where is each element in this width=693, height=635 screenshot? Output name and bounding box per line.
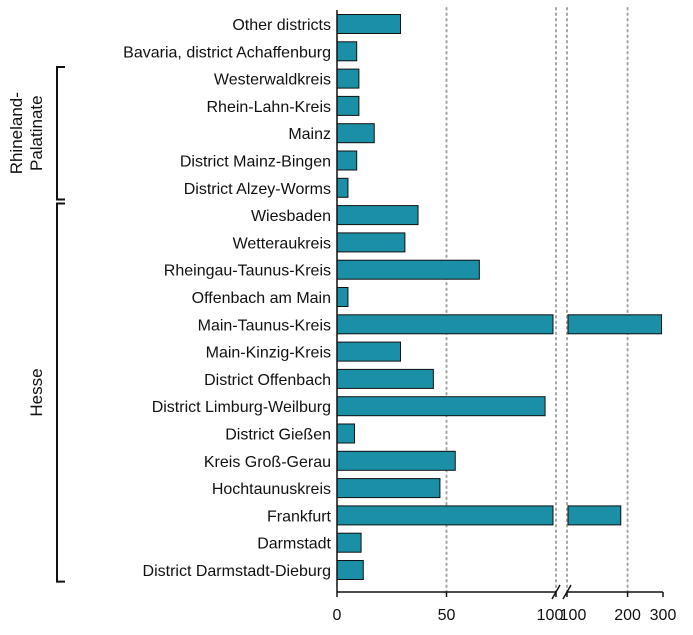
- bar-20: [336, 560, 364, 580]
- group-label-1-line-0: Hesse: [27, 368, 46, 416]
- gridlines: [445, 7, 629, 593]
- category-label-14: District Limburg-Weilburg: [152, 399, 331, 416]
- bars: [336, 14, 663, 580]
- bar-15: [336, 423, 356, 444]
- bar-7: [336, 205, 419, 226]
- category-label-17: Hochtaunuskreis: [212, 481, 331, 498]
- bar-12: [336, 341, 402, 362]
- group-bracket-0: [56, 65, 65, 201]
- bar-17: [336, 478, 441, 499]
- group-brackets: Rhineland- Palatinate Hesse: [7, 65, 65, 583]
- category-labels: Other districts Bavaria, district Achaffe…: [123, 17, 331, 580]
- bar-4: [336, 123, 375, 144]
- category-label-4: Mainz: [288, 126, 331, 143]
- category-label-19: Darmstadt: [257, 536, 331, 553]
- bar-10: [336, 287, 349, 307]
- bar-11-part-2: [567, 314, 663, 335]
- bar-18-part-1: [336, 505, 554, 526]
- x-tick-label-4: 200: [614, 607, 641, 624]
- bar-3: [336, 95, 360, 116]
- category-label-12: Main-Kinzig-Kreis: [206, 345, 331, 362]
- bar-13: [336, 368, 434, 389]
- category-label-16: Kreis Groß-Gerau: [204, 454, 331, 471]
- bar-19: [336, 532, 362, 553]
- category-label-1: Bavaria, district Achaffenburg: [123, 44, 331, 61]
- category-label-3: Rhein-Lahn-Kreis: [206, 99, 331, 116]
- bar-0: [336, 14, 402, 34]
- category-label-15: District Gießen: [225, 427, 331, 444]
- bar-11-part-1: [336, 314, 554, 335]
- bar-8: [336, 232, 406, 253]
- category-label-13: District Offenbach: [204, 372, 331, 389]
- category-label-11: Main-Taunus-Kreis: [198, 317, 331, 334]
- category-label-8: Wetteraukreis: [233, 235, 331, 252]
- bar-18-part-2: [567, 505, 622, 526]
- bar-5: [336, 150, 358, 171]
- category-label-9: Rheingau-Taunus-Kreis: [164, 263, 331, 280]
- group-label-0-line-1: Palatinate: [27, 95, 46, 171]
- category-label-6: District Alzey-Worms: [184, 181, 331, 198]
- bar-1: [336, 41, 358, 62]
- category-label-2: Westerwaldkreis: [214, 72, 331, 89]
- bar-16: [336, 450, 456, 471]
- bar-6: [336, 177, 349, 198]
- category-label-5: District Mainz-Bingen: [180, 154, 331, 171]
- bar-2: [336, 68, 360, 89]
- category-label-0: Other districts: [232, 17, 331, 34]
- category-label-20: District Darmstadt-Dieburg: [143, 563, 331, 580]
- category-label-10: Offenbach am Main: [192, 290, 331, 307]
- category-label-7: Wiesbaden: [251, 208, 331, 225]
- bar-9: [336, 259, 480, 280]
- group-label-0-line-0: Rhineland-: [7, 92, 26, 174]
- x-tick-label-3: 100: [560, 607, 587, 624]
- x-tick-label-5: 300: [650, 607, 677, 624]
- x-tick-label-2: 100: [537, 607, 564, 624]
- bar-14: [336, 396, 546, 417]
- group-bracket-1: [56, 202, 65, 583]
- x-tick-label-1: 50: [438, 607, 456, 624]
- category-label-18: Frankfurt: [267, 508, 332, 525]
- x-tick-label-0: 0: [333, 607, 342, 624]
